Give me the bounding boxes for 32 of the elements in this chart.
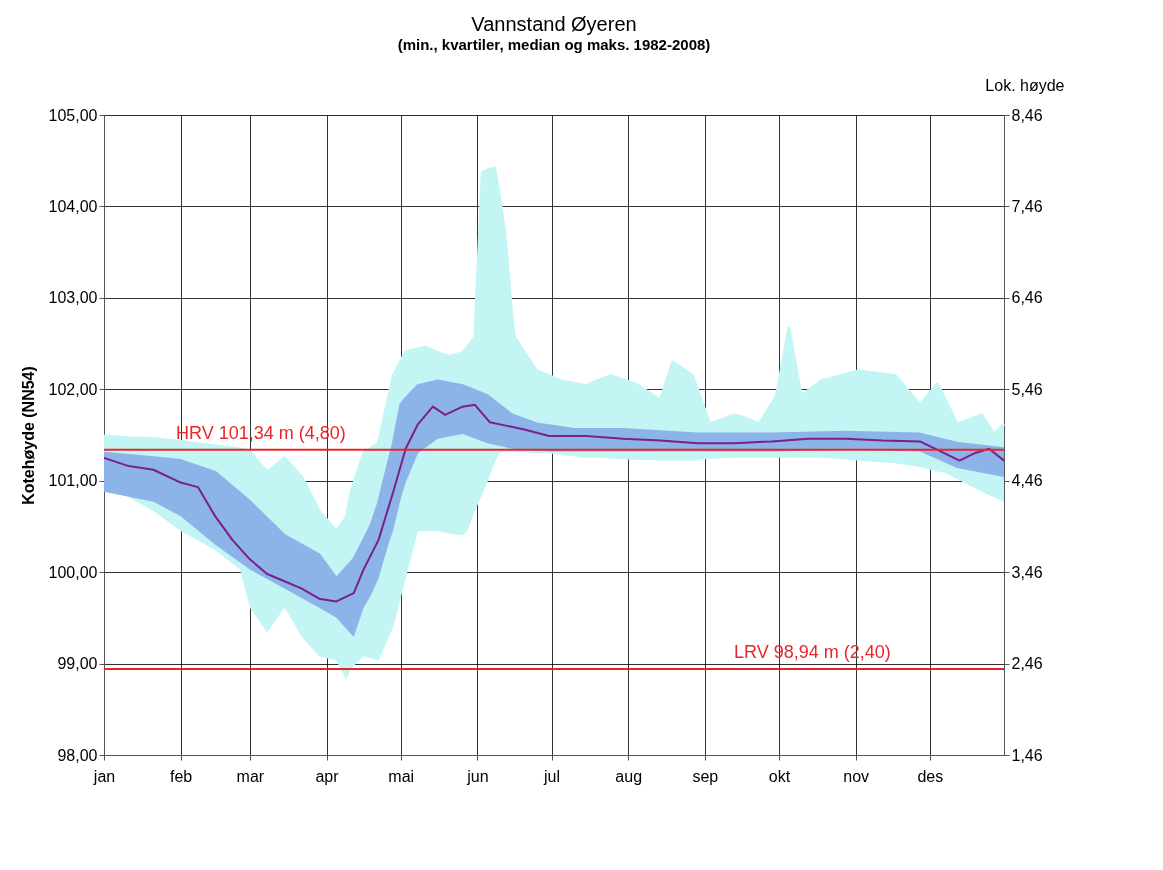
y-tick-label: 100,00 <box>48 563 98 581</box>
y2-tick-label: 4,46 <box>1011 472 1043 490</box>
x-tick-label: mai <box>388 767 415 785</box>
x-tick-label: sep <box>692 767 719 785</box>
x-tick-label: aug <box>615 767 643 785</box>
chart-title: Vannstand Øyeren <box>471 13 637 35</box>
y2-tick-label: 5,46 <box>1011 380 1043 398</box>
x-tick-label: okt <box>768 767 791 785</box>
x-tick-label: mar <box>236 767 265 785</box>
chart-subtitle: (min., kvartiler, median og maks. 1982-2008) <box>397 36 711 53</box>
y2-tick-label: 3,46 <box>1011 563 1043 581</box>
y2-tick-label: 8,46 <box>1011 106 1043 124</box>
y-tick-label: 103,00 <box>48 289 98 307</box>
y2-tick-label: 1,46 <box>1011 746 1043 764</box>
y-tick-label: 104,00 <box>48 197 98 215</box>
x-tick-label: jul <box>543 767 561 785</box>
x-tick-label: apr <box>315 767 340 785</box>
y2-tick-label: 6,46 <box>1011 289 1043 307</box>
y2-axis-title: Lok. høyde <box>985 76 1065 94</box>
y-tick-label: 101,00 <box>48 472 98 490</box>
y2-tick-label: 2,46 <box>1011 655 1043 673</box>
y-tick-label: 99,00 <box>57 655 98 673</box>
x-tick-label: feb <box>170 767 193 785</box>
x-tick-label: jan <box>92 767 116 785</box>
x-tick-label: jun <box>466 767 489 785</box>
y-axis-title: Kotehøyde (NN54) <box>19 366 37 505</box>
y-tick-label: 105,00 <box>48 106 98 124</box>
x-tick-label: nov <box>843 767 870 785</box>
y-tick-label: 102,00 <box>48 380 98 398</box>
x-tick-label: des <box>917 767 944 785</box>
y2-tick-label: 7,46 <box>1011 197 1043 215</box>
y-tick-label: 98,00 <box>57 746 98 764</box>
